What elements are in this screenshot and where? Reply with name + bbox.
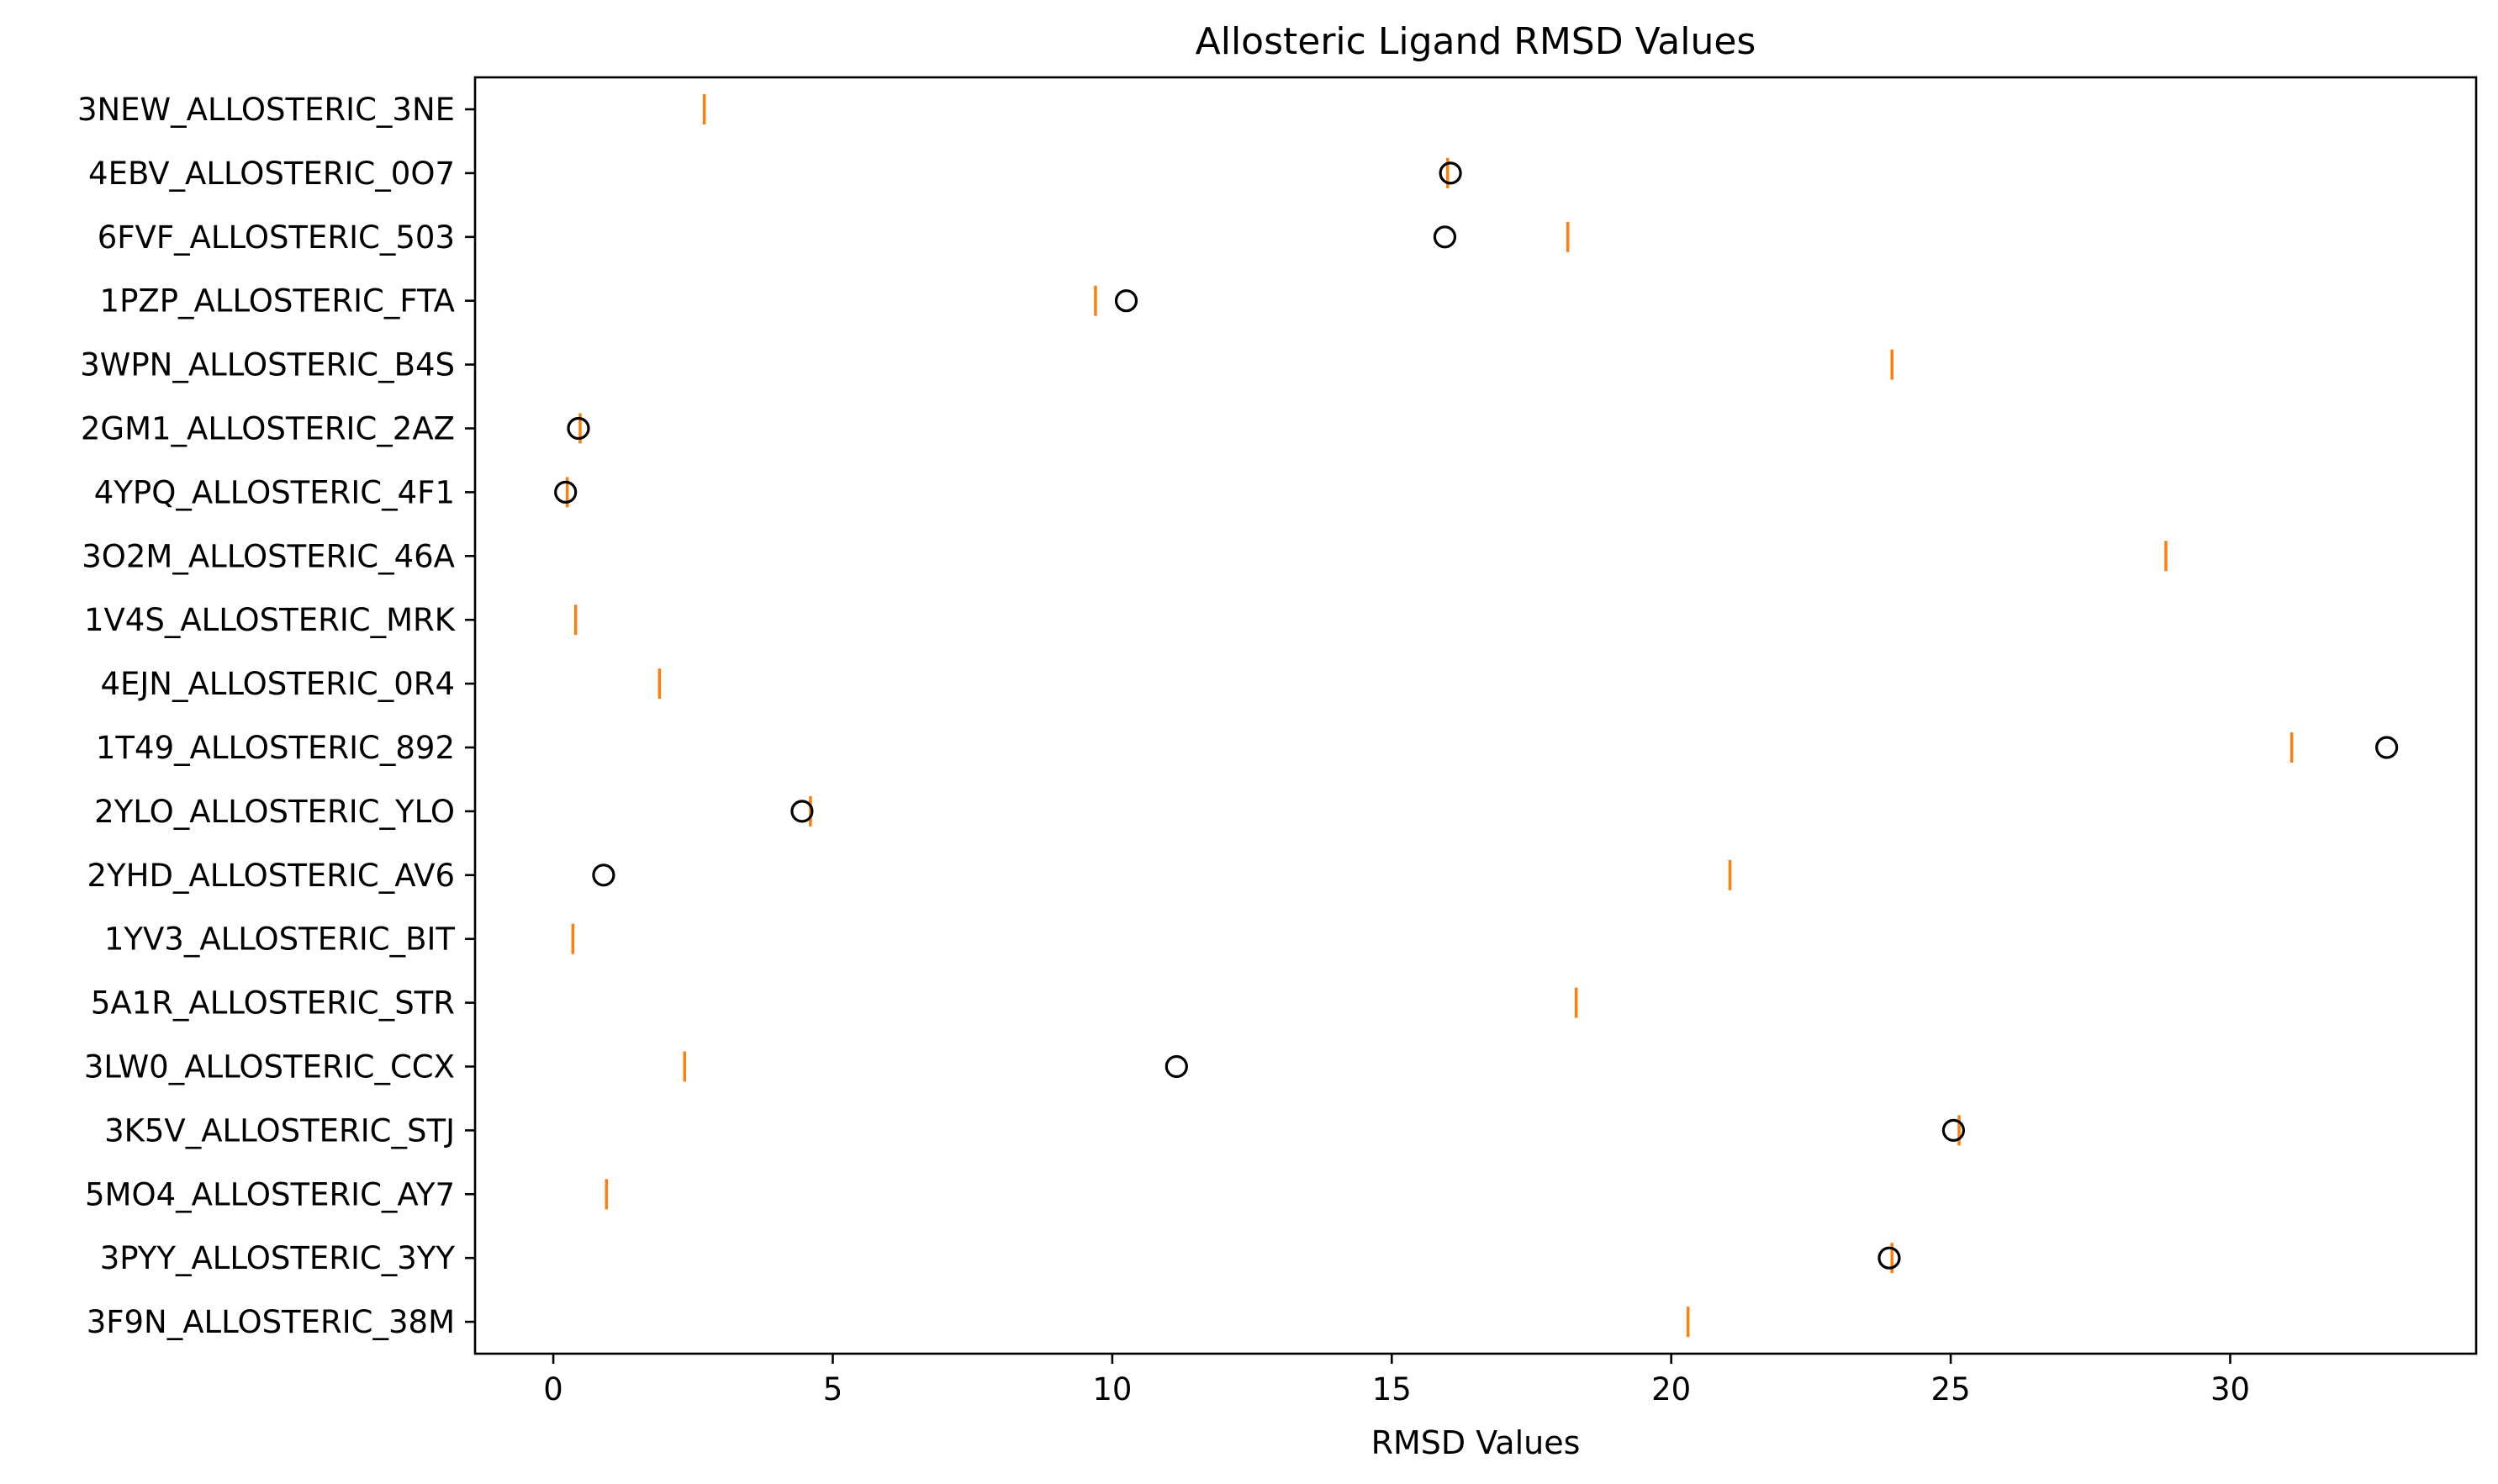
x-tick-label: 0 xyxy=(543,1371,563,1407)
y-tick-label: 1T49_ALLOSTERIC_892 xyxy=(96,730,455,766)
y-tick-label: 3NEW_ALLOSTERIC_3NE xyxy=(77,92,455,128)
x-tick-label: 30 xyxy=(2210,1371,2250,1407)
x-tick-label: 5 xyxy=(823,1371,843,1407)
outlier-point xyxy=(1941,1118,1966,1143)
y-tick-label: 1V4S_ALLOSTERIC_MRK xyxy=(84,602,457,638)
y-tick-label: 2YLO_ALLOSTERIC_YLO xyxy=(94,794,455,830)
x-axis-label: RMSD Values xyxy=(1371,1424,1581,1461)
y-tick-label: 1YV3_ALLOSTERIC_BIT xyxy=(104,922,456,958)
y-tick-label: 3K5V_ALLOSTERIC_STJ xyxy=(104,1112,455,1149)
data-marks xyxy=(554,94,2399,1338)
outlier-point xyxy=(1114,289,1138,313)
y-tick-label: 5A1R_ALLOSTERIC_STR xyxy=(91,985,455,1022)
outlier-point xyxy=(790,800,814,823)
y-tick-label: 2YHD_ALLOSTERIC_AV6 xyxy=(87,858,455,894)
plot-area: 3NEW_ALLOSTERIC_3NE 4EBV_ALLOSTERIC_0O7 6F… xyxy=(77,76,2478,1407)
y-tick-label: 3F9N_ALLOSTERIC_38M xyxy=(87,1304,455,1340)
y-tick-label: 3O2M_ALLOSTERIC_46A xyxy=(82,538,455,574)
outlier-point xyxy=(1877,1246,1901,1270)
y-tick-label: 3WPN_ALLOSTERIC_B4S xyxy=(80,347,455,383)
outlier-point xyxy=(1439,161,1462,185)
x-axis: 0 5 10 15 20 25 30 xyxy=(543,1354,2250,1407)
y-tick-label: 2GM1_ALLOSTERIC_2AZ xyxy=(81,411,455,447)
y-tick-label: 3PYY_ALLOSTERIC_3YY xyxy=(100,1240,456,1276)
axes-frame xyxy=(473,76,2478,1355)
outlier-point xyxy=(1433,225,1457,249)
outlier-point xyxy=(567,416,590,441)
x-tick-label: 20 xyxy=(1651,1371,1691,1407)
outlier-point xyxy=(592,863,615,887)
y-tick-label: 1PZP_ALLOSTERIC_FTA xyxy=(100,283,455,320)
x-tick-label: 10 xyxy=(1092,1371,1132,1407)
y-tick-label: 3LW0_ALLOSTERIC_CCX xyxy=(84,1049,455,1085)
x-tick-label: 25 xyxy=(1931,1371,1971,1407)
x-tick-label: 15 xyxy=(1372,1371,1412,1407)
chart-title: Allosteric Ligand RMSD Values xyxy=(1196,20,1756,63)
y-tick-label: 6FVF_ALLOSTERIC_503 xyxy=(98,219,455,256)
y-tick-label: 5MO4_ALLOSTERIC_AY7 xyxy=(85,1176,455,1212)
outlier-point xyxy=(554,480,578,504)
y-tick-label: 4EBV_ALLOSTERIC_0O7 xyxy=(88,156,455,192)
y-tick-label: 4YPQ_ALLOSTERIC_4F1 xyxy=(94,474,455,510)
outlier-point xyxy=(1165,1054,1188,1079)
outlier-point xyxy=(2375,736,2399,759)
y-tick-label: 4EJN_ALLOSTERIC_0R4 xyxy=(100,666,455,702)
y-axis: 3NEW_ALLOSTERIC_3NE 4EBV_ALLOSTERIC_0O7 6F… xyxy=(77,92,475,1340)
